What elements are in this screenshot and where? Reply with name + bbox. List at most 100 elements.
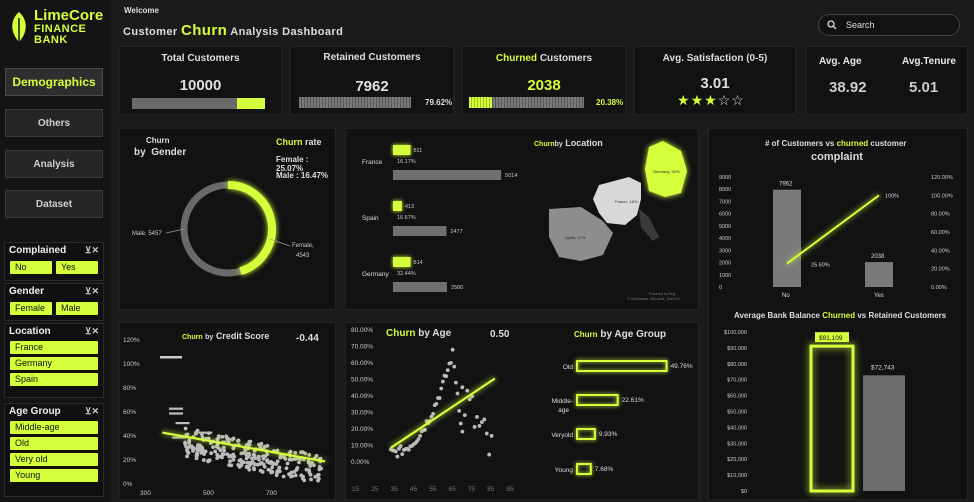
data-point bbox=[187, 439, 192, 444]
data-point bbox=[224, 434, 229, 439]
slicer-title: Age Group bbox=[9, 405, 61, 417]
data-point bbox=[226, 437, 231, 441]
data-point bbox=[250, 456, 254, 461]
slicer-item-old[interactable]: Old bbox=[10, 437, 98, 450]
slicer-item-germany[interactable]: Germany bbox=[10, 357, 98, 370]
title-post: Analysis Dashboard bbox=[230, 26, 344, 38]
data-point bbox=[268, 468, 273, 473]
nav-demographics[interactable]: Demographics bbox=[5, 68, 103, 96]
y-tick: 50.00% bbox=[351, 377, 373, 384]
data-point bbox=[226, 440, 231, 444]
title-em: Churn bbox=[182, 334, 203, 341]
y-tick: 0.00% bbox=[351, 459, 370, 466]
data-point bbox=[191, 448, 195, 453]
welcome-text: Welcome bbox=[124, 6, 159, 15]
age-group-bar bbox=[576, 428, 596, 440]
slicer-item-young[interactable]: Young bbox=[10, 469, 98, 482]
card-title: # of Customers vs churned customer bbox=[765, 139, 906, 148]
y-tick: 8000 bbox=[719, 187, 731, 193]
data-point bbox=[309, 477, 313, 482]
slicer-complained: Complained ⊻✕ No Yes bbox=[4, 242, 104, 281]
kpi-title: Total Customers bbox=[161, 53, 240, 64]
age-group-label: Old bbox=[563, 364, 574, 371]
clear-filter-icon[interactable]: ⊻✕ bbox=[84, 285, 99, 296]
data-point bbox=[455, 391, 460, 396]
clear-filter-icon[interactable]: ⊻✕ bbox=[84, 405, 99, 416]
title-age-group: by Age Group bbox=[600, 329, 667, 340]
x-tick: 700 bbox=[266, 490, 277, 497]
title-2: vs Retained Customers bbox=[857, 311, 947, 320]
slicer-item-yes[interactable]: Yes bbox=[56, 261, 98, 274]
data-point bbox=[228, 459, 232, 464]
data-point bbox=[274, 473, 279, 478]
y-tick: 20.00% bbox=[351, 426, 373, 433]
slicer-item-very-old[interactable]: Very old bbox=[10, 453, 98, 466]
clear-filter-icon[interactable]: ⊻✕ bbox=[84, 244, 99, 255]
title-credit: Credit Score bbox=[215, 331, 270, 341]
donut-female-arc bbox=[227, 181, 276, 276]
correlation-value: -0.44 bbox=[296, 333, 319, 344]
slicer-title: Complained bbox=[9, 244, 67, 256]
slicer-item-male[interactable]: Male bbox=[56, 302, 98, 315]
slicer-item-middle-age[interactable]: Middle-age bbox=[10, 421, 98, 434]
location-bar-chart: France 811 16.17% 5014 Spain 413 16.67% 2477 Ger… bbox=[362, 145, 517, 292]
y-tick: $50,000 bbox=[727, 410, 747, 416]
card-churn-by-gender: Churn by Gender Churn rate Female : 25.0… bbox=[119, 128, 336, 310]
retained-value: 2500 bbox=[451, 285, 463, 291]
title-em: churned bbox=[836, 139, 869, 148]
clear-filter-icon[interactable]: ⊻✕ bbox=[84, 325, 99, 336]
data-point bbox=[251, 466, 256, 470]
churn-rate-title: Churn rate bbox=[276, 137, 322, 147]
male-label: Male, 5457 bbox=[132, 231, 162, 237]
y2-tick: 20.00% bbox=[931, 267, 950, 273]
kpi-total-customers: Total Customers 10000 bbox=[119, 46, 282, 115]
churned-value: 814 bbox=[414, 260, 423, 266]
rating-stars: ★★★☆☆ bbox=[677, 92, 745, 109]
data-point bbox=[261, 462, 266, 467]
data-point bbox=[257, 442, 261, 447]
male-rate: Male : 16.47% bbox=[276, 171, 329, 180]
data-point bbox=[241, 460, 246, 465]
y-tick: $60,000 bbox=[727, 394, 747, 400]
data-point bbox=[479, 420, 484, 425]
kpi-title: Churned Customers bbox=[463, 53, 625, 64]
slicer-item-spain[interactable]: Spain bbox=[10, 373, 98, 386]
nav-others[interactable]: Others bbox=[5, 109, 103, 137]
location-label: Germany bbox=[362, 271, 389, 278]
data-point bbox=[237, 458, 242, 463]
retained-value: 2477 bbox=[450, 229, 462, 235]
data-point bbox=[236, 463, 241, 467]
data-point bbox=[315, 473, 320, 478]
data-point bbox=[275, 459, 280, 464]
card-churn-by-age: Churn by Age 0.50 Churn by Age Group 80.… bbox=[345, 322, 699, 500]
data-point bbox=[293, 473, 298, 478]
y-tick: 100% bbox=[123, 361, 140, 368]
bar-value-label: 7962 bbox=[779, 182, 793, 188]
data-point bbox=[201, 458, 206, 462]
title-em: Churn bbox=[534, 141, 555, 148]
title-1: Average Bank Balance bbox=[734, 311, 820, 320]
data-point bbox=[482, 417, 487, 422]
data-point bbox=[306, 460, 311, 465]
x-tick: 55 bbox=[429, 486, 437, 493]
slicer-gender: Gender ⊻✕ Female Male bbox=[4, 283, 104, 321]
search-box[interactable]: Search bbox=[818, 14, 960, 36]
age-scatter: 80.00% 70.00% 60.00% 50.00% 40.00% 30.00% 20.0… bbox=[351, 327, 693, 493]
rate-word: rate bbox=[305, 137, 322, 147]
slicer-item-france[interactable]: France bbox=[10, 341, 98, 354]
nav-dataset[interactable]: Dataset bbox=[5, 190, 103, 218]
slicer-item-no[interactable]: No bbox=[10, 261, 52, 274]
nav-analysis[interactable]: Analysis bbox=[5, 150, 103, 178]
slicer-item-female[interactable]: Female bbox=[10, 302, 52, 315]
data-point bbox=[194, 452, 199, 457]
y-tick: 40% bbox=[123, 433, 136, 440]
data-point bbox=[284, 466, 289, 471]
x-tick: 300 bbox=[140, 490, 151, 497]
x-tick: 500 bbox=[203, 490, 214, 497]
data-point bbox=[462, 413, 467, 417]
location-label: Spain bbox=[362, 215, 379, 222]
card-title: Churn by Credit Score bbox=[182, 331, 269, 341]
data-point bbox=[307, 452, 312, 457]
balance-value-label: $91,109 bbox=[819, 335, 843, 342]
title-em: Churn bbox=[181, 22, 228, 39]
